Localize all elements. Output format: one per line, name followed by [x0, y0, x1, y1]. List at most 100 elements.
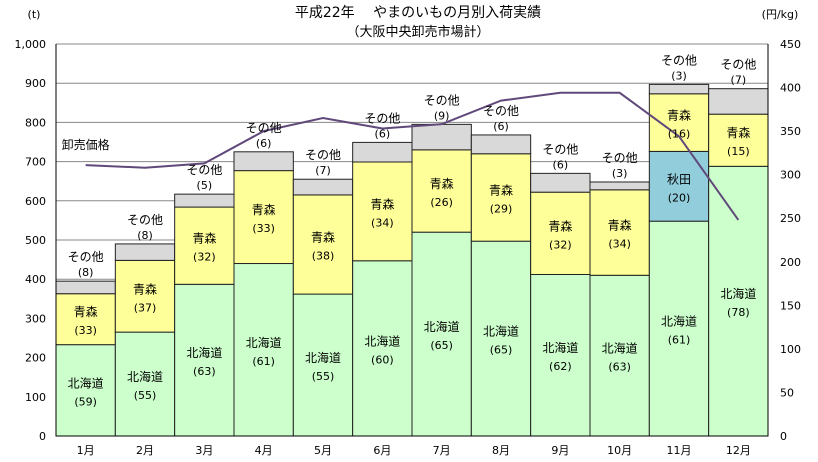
x-tick-label: 10月 [607, 444, 632, 457]
data-label: (34) [371, 216, 394, 229]
bar-segment [530, 172, 591, 193]
bar-segment [292, 194, 354, 295]
y-tick-label: 400 [25, 273, 46, 286]
data-label: (55) [312, 370, 335, 383]
data-label: (33) [74, 324, 97, 337]
bar-segment [233, 151, 294, 172]
segment-name-label: 青森 [133, 281, 157, 296]
data-label: (7) [315, 164, 331, 177]
segment-name-label: 青森 [430, 176, 454, 191]
bar-segment [114, 331, 176, 437]
x-tick-label: 12月 [726, 444, 751, 457]
segment-name-label: その他 [542, 142, 578, 156]
bar-segment [470, 134, 532, 155]
bar-segment [114, 243, 176, 261]
bar-segment [292, 178, 354, 196]
data-label: (62) [549, 360, 572, 373]
data-label: (63) [193, 365, 216, 378]
segment-name-label: 青森 [370, 196, 394, 211]
y-tick-label: 800 [25, 116, 46, 129]
segment-name-label: 青森 [489, 182, 513, 197]
segment-name-label: 北海道 [720, 286, 756, 301]
segment-name-label: 青森 [311, 230, 335, 245]
bar-segment [55, 280, 116, 295]
bar-segment [174, 193, 235, 208]
data-label: (16) [668, 128, 691, 141]
segment-name-label: 北海道 [602, 341, 638, 356]
segment-name-label: その他 [68, 250, 104, 264]
bar-segment [411, 149, 472, 233]
data-label: (61) [668, 334, 691, 347]
segment-name-label: 北海道 [305, 350, 341, 365]
y2-tick-label: 400 [780, 82, 801, 95]
data-label: (38) [312, 250, 335, 263]
data-label: (34) [608, 238, 631, 251]
data-label: (59) [74, 395, 97, 408]
y-tick-label: 700 [25, 156, 46, 169]
data-label: (15) [727, 145, 750, 158]
data-label: (7) [731, 74, 747, 87]
bar-segment [292, 293, 354, 437]
segment-name-label: 青森 [726, 125, 750, 140]
segment-name-label: その他 [127, 213, 163, 227]
y2-tick-label: 350 [780, 125, 801, 138]
chart-subtitle: （大阪中央卸売市場計） [346, 24, 489, 40]
left-axis-unit: (t) [28, 8, 41, 21]
y-tick-label: 200 [25, 352, 46, 365]
bar-segment [352, 161, 413, 262]
y-tick-label: 900 [25, 77, 46, 90]
x-tick-label: 7月 [433, 444, 451, 457]
segment-name-label: 青森 [608, 218, 632, 233]
data-label: (78) [727, 306, 750, 319]
x-tick-label: 6月 [373, 444, 391, 457]
segment-name-label: その他 [661, 53, 697, 67]
bar-segment [470, 153, 532, 242]
y2-tick-label: 150 [780, 299, 801, 312]
data-label: (3) [671, 69, 687, 82]
segment-name-label: 北海道 [186, 345, 222, 360]
segment-name-label: 青森 [192, 231, 216, 246]
bar-segment [233, 263, 294, 437]
y-tick-label: 500 [25, 234, 46, 247]
data-label: (60) [371, 353, 394, 366]
bar-segment [55, 344, 116, 437]
bar-segment [708, 88, 769, 115]
y-tick-label: 100 [25, 391, 46, 404]
bar-segment [648, 220, 710, 437]
bar-segment [589, 189, 650, 276]
segment-name-label: その他 [364, 111, 400, 125]
segment-name-label: 北海道 [661, 314, 697, 329]
data-label: (29) [490, 202, 513, 215]
y2-tick-label: 250 [780, 212, 801, 225]
segment-name-label: 北海道 [68, 375, 104, 390]
data-label: (8) [78, 266, 94, 279]
bar-segment [589, 274, 650, 437]
data-label: (65) [490, 344, 513, 357]
x-tick-label: 2月 [136, 444, 154, 457]
bar-segment [352, 141, 413, 163]
segment-name-label: その他 [720, 58, 756, 72]
y2-tick-label: 300 [780, 169, 801, 182]
data-label: (26) [430, 196, 453, 209]
line-series-label: 卸売価格 [62, 137, 110, 152]
segment-name-label: 北海道 [483, 324, 519, 339]
bar-segment [114, 259, 176, 333]
data-label: (61) [252, 355, 275, 368]
data-label: (6) [256, 137, 272, 150]
bar-segment [411, 123, 472, 151]
bar-segment [708, 113, 769, 167]
data-label: (9) [434, 109, 450, 122]
y2-tick-label: 450 [780, 38, 801, 51]
data-label: (6) [553, 158, 569, 171]
segment-name-label: その他 [246, 121, 282, 135]
y-tick-label: 1,000 [15, 38, 47, 51]
bar-segment [648, 83, 710, 95]
segment-name-label: その他 [186, 163, 222, 177]
segment-name-label: 秋田 [667, 172, 691, 186]
data-label: (6) [375, 127, 391, 140]
data-label: (6) [493, 120, 509, 133]
bar-segment [411, 231, 472, 437]
x-tick-label: 8月 [492, 444, 510, 457]
segment-name-label: 青森 [548, 218, 572, 233]
